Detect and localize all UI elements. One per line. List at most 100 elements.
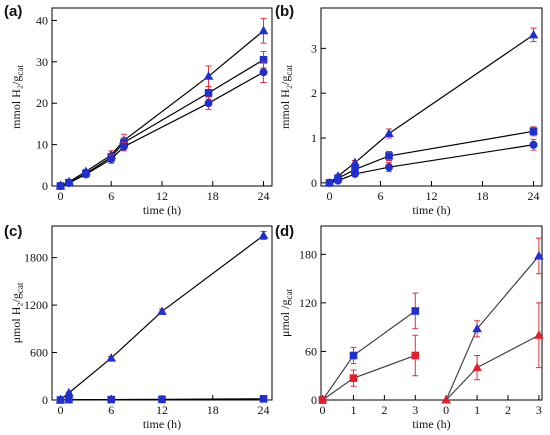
y-tick-label: 0 (42, 179, 48, 193)
y-tick-label: 30 (36, 55, 48, 69)
y-axis-label: mmol H₂/gcat (9, 65, 25, 129)
y-tick-label: 0 (311, 176, 317, 190)
series-line (329, 144, 534, 184)
y-tick-label: 600 (30, 346, 48, 360)
x-tick-label: 24 (258, 403, 270, 417)
marker (107, 395, 116, 404)
marker (384, 128, 394, 138)
marker (349, 374, 358, 382)
marker (107, 155, 116, 164)
x-axis-label: time (h) (412, 417, 450, 431)
marker (534, 330, 544, 339)
x-tick-label: 12 (156, 189, 168, 203)
x-tick-label: 18 (207, 403, 219, 417)
marker (534, 250, 544, 260)
marker (158, 395, 166, 404)
y-tick-label: 60 (305, 344, 317, 358)
x-tick-label: 12 (156, 403, 168, 417)
marker (259, 395, 268, 403)
y-axis-label-main: mmol H₂/g (278, 76, 292, 129)
x-tick-label: 24 (258, 189, 270, 203)
marker (259, 68, 268, 77)
x-tick-label: 0 (320, 403, 326, 417)
x-tick-label: 0 (443, 403, 449, 417)
marker (258, 25, 269, 35)
y-axis-label: μmol /gcat (278, 289, 294, 337)
x-axis-label: time (h) (143, 203, 181, 217)
series-line (445, 255, 540, 401)
y-tick-label: 20 (36, 96, 48, 110)
marker (472, 362, 482, 372)
x-tick-label: 0 (57, 403, 63, 417)
x-tick-label: 2 (505, 403, 511, 417)
y-tick-label: 0 (311, 393, 317, 407)
marker (529, 140, 538, 149)
marker (318, 396, 327, 404)
marker (351, 169, 359, 178)
x-tick-label: 3 (412, 403, 418, 417)
panel-label: (d) (275, 223, 294, 240)
y-axis-label-sub: cat (284, 289, 294, 300)
x-tick-label: 24 (528, 189, 540, 203)
y-axis-label-main: μmol /g (278, 300, 292, 337)
y-axis-label-sub: cat (15, 65, 25, 76)
marker (411, 351, 420, 360)
series-line (60, 235, 264, 401)
marker (385, 152, 393, 160)
y-tick-label: 3 (311, 41, 317, 55)
y-tick-label: 120 (299, 296, 317, 310)
marker (81, 170, 90, 179)
marker (204, 89, 213, 97)
y-tick-label: 1800 (24, 251, 48, 265)
marker (325, 178, 334, 187)
y-tick-label: 180 (299, 247, 317, 261)
x-tick-label: 1 (350, 403, 356, 417)
marker (203, 71, 214, 80)
x-tick-label: 0 (327, 189, 333, 203)
marker (259, 55, 268, 64)
x-tick-label: 18 (207, 189, 219, 203)
marker (529, 127, 538, 136)
marker (349, 351, 358, 360)
y-axis-label-sub: cat (284, 65, 294, 76)
y-tick-label: 1200 (24, 298, 48, 312)
y-axis-label-main: mmol H₂/g (9, 76, 23, 129)
marker (65, 395, 73, 404)
marker (56, 396, 65, 404)
series-line (60, 30, 264, 187)
x-axis-label: time (h) (412, 203, 450, 217)
series-line (322, 310, 416, 401)
marker (411, 307, 420, 315)
panel-label: (c) (4, 223, 22, 240)
marker (472, 323, 482, 333)
y-tick-label: 10 (36, 138, 48, 152)
x-tick-label: 6 (378, 189, 384, 203)
plot-frame (51, 7, 273, 187)
x-tick-label: 18 (477, 189, 489, 203)
marker (351, 165, 359, 174)
x-tick-label: 1 (474, 403, 480, 417)
marker (350, 157, 360, 167)
plot-frame (320, 225, 543, 401)
x-tick-label: 6 (108, 189, 114, 203)
series-line (60, 71, 264, 187)
y-axis-label: mmol H₂/gcat (278, 65, 294, 129)
marker (157, 306, 167, 315)
x-tick-label: 3 (536, 403, 542, 417)
x-tick-label: 2 (381, 403, 387, 417)
panel-label: (b) (275, 3, 294, 20)
y-tick-label: 2 (311, 86, 317, 100)
marker (334, 176, 342, 185)
marker (64, 387, 74, 397)
marker (528, 29, 539, 39)
marker (441, 395, 451, 404)
marker (258, 230, 269, 239)
marker (64, 179, 73, 188)
y-tick-label: 0 (42, 393, 48, 407)
x-tick-label: 12 (426, 189, 438, 203)
series-line (60, 59, 264, 187)
series-line (322, 354, 416, 401)
y-axis-label-main: μmol H₂/g (9, 293, 23, 343)
y-axis-label: μmol H₂/gcat (9, 282, 25, 343)
